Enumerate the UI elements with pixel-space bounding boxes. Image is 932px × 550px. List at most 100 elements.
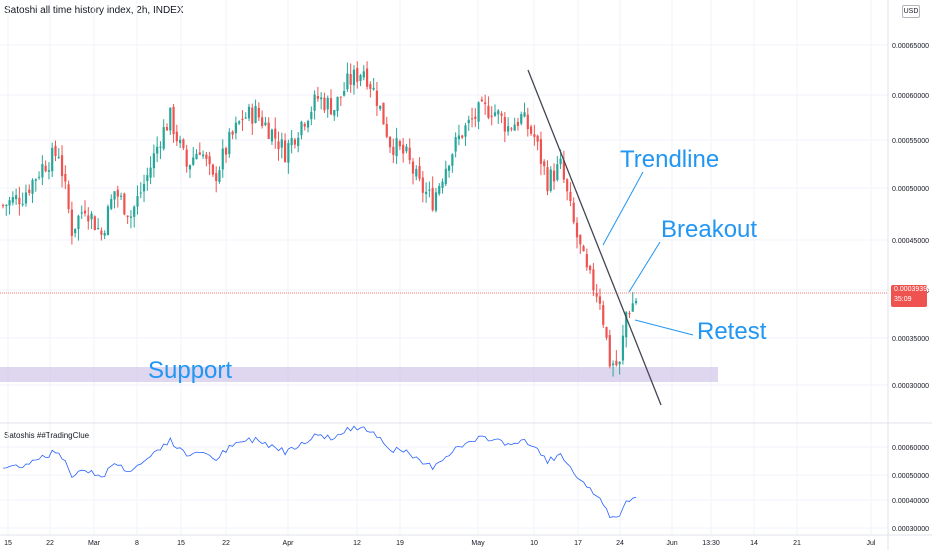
arrow-breakout xyxy=(628,241,661,293)
candle-body xyxy=(503,116,506,132)
candle-body xyxy=(77,215,80,230)
time-tick-label: 24 xyxy=(616,540,624,547)
candle-body xyxy=(316,95,319,99)
candle-body xyxy=(274,128,277,139)
candle-body xyxy=(297,137,300,147)
candle-body xyxy=(608,335,611,367)
candle-body xyxy=(313,94,316,111)
candle-body xyxy=(277,141,280,150)
candle-body xyxy=(100,230,103,235)
indicator-series-line xyxy=(2,425,637,518)
candle-body xyxy=(8,200,11,206)
time-tick-label: 15 xyxy=(177,540,185,547)
arrow-trendline xyxy=(602,171,644,246)
candle-body xyxy=(123,193,126,215)
candle-body xyxy=(388,136,392,148)
candle-body xyxy=(110,199,113,209)
currency-button[interactable]: USD xyxy=(902,5,920,18)
candle-body xyxy=(418,166,421,179)
candle-body xyxy=(320,97,323,100)
price-tick-label: 0.00065000 xyxy=(892,43,929,50)
candle-body xyxy=(454,137,457,152)
candle-body xyxy=(165,126,169,131)
current-price-badge: 0.00039396 35:09 xyxy=(891,285,931,307)
candle-body xyxy=(428,189,431,191)
candle-body xyxy=(293,139,297,145)
candle-body xyxy=(129,216,133,218)
time-tick-label: 13:30 xyxy=(702,540,720,547)
candle-body xyxy=(434,192,438,211)
candle-body xyxy=(152,153,155,169)
candle-body xyxy=(201,154,205,157)
candle-body xyxy=(47,170,51,172)
time-tick-label: 12 xyxy=(353,540,361,547)
price-tick-label: 0.00055000 xyxy=(892,138,929,145)
time-tick-label: 17 xyxy=(574,540,582,547)
candle-body xyxy=(34,179,37,181)
candle-body xyxy=(300,121,303,136)
candle-body xyxy=(83,210,87,214)
candle-body xyxy=(490,115,493,117)
time-tick-label: 22 xyxy=(46,540,54,547)
time-tick-label: 15 xyxy=(4,540,12,547)
candle-body xyxy=(41,164,44,178)
candle-body xyxy=(533,134,536,137)
candle-body xyxy=(126,215,129,217)
candle-body xyxy=(585,254,588,268)
candle-body xyxy=(438,185,441,194)
candle-body xyxy=(529,126,533,134)
time-tick-label: Jul xyxy=(867,540,876,547)
candle-body xyxy=(539,139,543,164)
indicator-tick-label: 0.00030000 xyxy=(892,526,929,533)
candle-body xyxy=(159,146,162,148)
candle-body xyxy=(372,87,375,90)
candle-body xyxy=(575,222,579,238)
candle-body xyxy=(572,202,575,223)
candle-body xyxy=(549,169,552,191)
candle-body xyxy=(28,189,31,193)
candle-body xyxy=(415,168,418,177)
candle-body xyxy=(500,113,503,116)
candle-body xyxy=(602,305,605,325)
candle-body xyxy=(457,135,461,140)
candle-body xyxy=(283,140,287,163)
candle-body xyxy=(566,179,569,192)
candle-body xyxy=(188,165,192,170)
candle-body xyxy=(238,121,241,124)
candle-body xyxy=(116,189,119,197)
candle-body xyxy=(470,118,474,120)
candle-countdown: 35:09 xyxy=(894,296,912,303)
candle-body xyxy=(156,146,159,154)
indicator-label: Satoshis ##TradingClue xyxy=(4,431,90,440)
candle-body xyxy=(480,99,483,102)
candle-body xyxy=(264,122,267,126)
grid xyxy=(0,0,888,535)
candle-body xyxy=(461,135,464,138)
candle-body xyxy=(405,146,408,152)
candle-body xyxy=(369,84,372,89)
candle-body xyxy=(257,107,260,118)
candle-body xyxy=(198,152,201,155)
candle-body xyxy=(175,131,178,142)
candle-body xyxy=(444,168,447,185)
indicator-tick-label: 0.00050000 xyxy=(892,473,929,480)
candle-body xyxy=(562,160,565,180)
candle-body xyxy=(103,233,106,236)
candle-body xyxy=(362,71,365,78)
candle-body xyxy=(24,192,28,204)
candle-body xyxy=(379,105,382,109)
candle-body xyxy=(54,145,57,156)
time-tick-label: Mar xyxy=(88,540,101,547)
candle-body xyxy=(234,122,237,134)
candle-body xyxy=(441,181,444,188)
candle-body xyxy=(605,326,608,338)
candle-body xyxy=(21,203,24,205)
candle-body xyxy=(556,164,559,180)
candle-body xyxy=(205,154,208,159)
candle-body xyxy=(221,148,224,170)
candle-body xyxy=(513,124,516,131)
candle-body xyxy=(356,67,359,82)
candle-body xyxy=(346,73,349,90)
candle-body xyxy=(251,107,254,124)
